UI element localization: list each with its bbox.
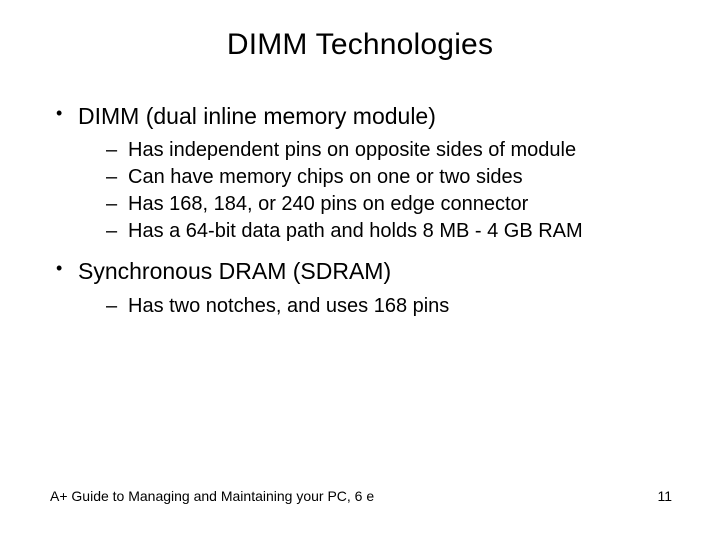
sub-bullet-text: Has independent pins on opposite sides o…	[128, 139, 576, 161]
list-item: Has 168, 184, or 240 pins on edge connec…	[106, 191, 670, 218]
sub-bullet-text: Has 168, 184, or 240 pins on edge connec…	[128, 193, 528, 215]
sub-bullet-text: Has a 64-bit data path and holds 8 MB - …	[128, 220, 583, 242]
list-item: Has independent pins on opposite sides o…	[106, 137, 670, 164]
bullet-list: DIMM (dual inline memory module) Has ind…	[50, 100, 670, 320]
sub-bullet-text: Has two notches, and uses 168 pins	[128, 295, 449, 317]
sub-bullet-text: Can have memory chips on one or two side…	[128, 166, 523, 188]
footer-text: A+ Guide to Managing and Maintaining you…	[50, 488, 374, 504]
list-item: Has a 64-bit data path and holds 8 MB - …	[106, 218, 670, 245]
list-item: Can have memory chips on one or two side…	[106, 164, 670, 191]
slide: DIMM Technologies DIMM (dual inline memo…	[0, 0, 720, 540]
page-number: 11	[657, 488, 672, 504]
slide-body: DIMM (dual inline memory module) Has ind…	[0, 62, 720, 320]
bullet-text: Synchronous DRAM (SDRAM)	[78, 258, 391, 284]
slide-title: DIMM Technologies	[0, 0, 720, 62]
sub-bullet-list: Has two notches, and uses 168 pins	[78, 293, 670, 320]
list-item: Has two notches, and uses 168 pins	[106, 293, 670, 320]
sub-bullet-list: Has independent pins on opposite sides o…	[78, 137, 670, 245]
list-item: DIMM (dual inline memory module) Has ind…	[50, 100, 670, 245]
bullet-text: DIMM (dual inline memory module)	[78, 103, 436, 129]
list-item: Synchronous DRAM (SDRAM) Has two notches…	[50, 255, 670, 319]
